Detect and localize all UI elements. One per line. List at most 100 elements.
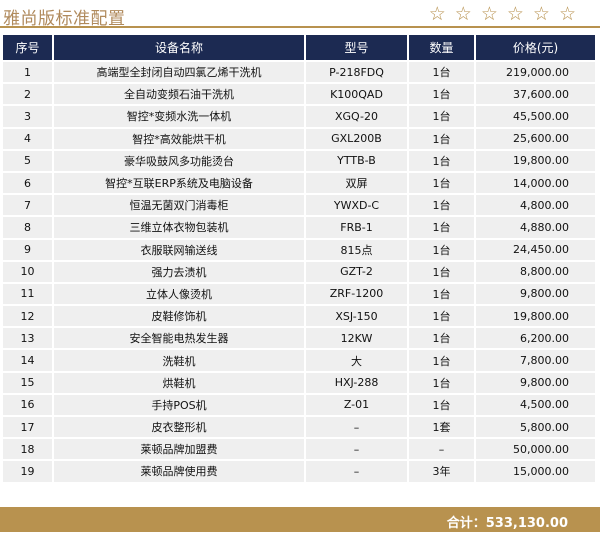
cell-name: 衣服联网输送线 bbox=[53, 238, 306, 262]
cell-name: 皮鞋修饰机 bbox=[53, 305, 306, 329]
cell-name: 强力去渍机 bbox=[53, 260, 306, 284]
table-row: 5 豪华吸鼓风多功能烫台 YTTB-B 1台 19,800.00 bbox=[3, 149, 595, 173]
cell-model: YTTB-B bbox=[305, 149, 409, 173]
cell-name: 皮衣整形机 bbox=[53, 416, 306, 440]
cell-price: 9,800.00 bbox=[475, 282, 595, 307]
cell-price: 14,000.00 bbox=[475, 171, 595, 196]
cell-name: 三维立体衣物包装机 bbox=[53, 216, 306, 240]
cell-price: 4,500.00 bbox=[475, 393, 595, 418]
header-model: 型号 bbox=[305, 35, 409, 62]
cell-name: 恒温无菌双门消毒柜 bbox=[53, 194, 306, 218]
cell-price: 50,000.00 bbox=[475, 438, 595, 462]
cell-name: 豪华吸鼓风多功能烫台 bbox=[53, 149, 306, 173]
cell-index: 14 bbox=[3, 349, 54, 373]
cell-model: 双屏 bbox=[305, 171, 409, 196]
cell-index: 4 bbox=[3, 127, 54, 151]
table-row: 9 衣服联网输送线 815点 1台 24,450.00 bbox=[3, 238, 595, 262]
cell-name: 莱顿品牌加盟费 bbox=[53, 438, 306, 462]
table-row: 10 强力去渍机 GZT-2 1台 8,800.00 bbox=[3, 260, 595, 284]
cell-model: YWXD-C bbox=[305, 194, 409, 218]
cell-model: FRB-1 bbox=[305, 216, 409, 240]
cell-price: 19,800.00 bbox=[475, 305, 595, 329]
cell-index: 12 bbox=[3, 305, 54, 329]
cell-model: 815点 bbox=[305, 238, 409, 262]
cell-model: – bbox=[305, 416, 409, 440]
table-body: 1 高端型全封闭自动四氯乙烯干洗机 P-218FDQ 1台 219,000.00 2 全自动… bbox=[3, 61, 595, 484]
cell-index: 8 bbox=[3, 216, 54, 240]
cell-price: 24,450.00 bbox=[475, 238, 595, 262]
cell-quantity: 1台 bbox=[408, 238, 476, 262]
cell-index: 2 bbox=[3, 83, 54, 107]
total-label: 合计： bbox=[446, 516, 486, 531]
rating-stars: ☆ ☆ ☆ ☆ ☆ ☆ bbox=[429, 5, 576, 24]
cell-name: 智控*变频水洗一体机 bbox=[53, 105, 306, 129]
table-row: 15 烘鞋机 HXJ-288 1台 9,800.00 bbox=[3, 371, 595, 395]
table-row: 1 高端型全封闭自动四氯乙烯干洗机 P-218FDQ 1台 219,000.00 bbox=[3, 61, 595, 85]
cell-name: 高端型全封闭自动四氯乙烯干洗机 bbox=[53, 61, 306, 85]
cell-price: 7,800.00 bbox=[475, 349, 595, 373]
cell-quantity: 1套 bbox=[408, 416, 476, 440]
cell-name: 全自动变频石油干洗机 bbox=[53, 83, 306, 107]
header-index: 序号 bbox=[3, 35, 54, 62]
cell-name: 智控*高效能烘干机 bbox=[53, 127, 306, 151]
page-title: 雅尚版标准配置 bbox=[3, 9, 126, 29]
table-row: 3 智控*变频水洗一体机 XGQ-20 1台 45,500.00 bbox=[3, 105, 595, 129]
star-icon: ☆ bbox=[480, 3, 498, 25]
table-row: 8 三维立体衣物包装机 FRB-1 1台 4,880.00 bbox=[3, 216, 595, 240]
cell-price: 5,800.00 bbox=[475, 416, 595, 440]
cell-quantity: 1台 bbox=[408, 83, 476, 107]
cell-model: – bbox=[305, 460, 409, 484]
cell-name: 安全智能电热发生器 bbox=[53, 327, 306, 351]
cell-model: 12KW bbox=[305, 327, 409, 351]
cell-price: 8,800.00 bbox=[475, 260, 595, 284]
table-row: 14 洗鞋机大 1台 7,800.00 bbox=[3, 349, 595, 373]
star-icon: ☆ bbox=[428, 3, 446, 25]
cell-quantity: 1台 bbox=[408, 327, 476, 351]
cell-quantity: 1台 bbox=[408, 371, 476, 395]
cell-price: 37,600.00 bbox=[475, 83, 595, 107]
equipment-table: 序号 设备名称 型号 数量 价格(元) 1 高端型全封闭自动四氯乙烯干洗机 P-21… bbox=[3, 35, 595, 484]
cell-name: 手持POS机 bbox=[53, 393, 306, 418]
cell-price: 4,880.00 bbox=[475, 216, 595, 240]
cell-quantity: 1台 bbox=[408, 171, 476, 196]
cell-price: 15,000.00 bbox=[475, 460, 595, 484]
cell-index: 19 bbox=[3, 460, 54, 484]
cell-index: 11 bbox=[3, 282, 54, 307]
cell-name: 莱顿品牌使用费 bbox=[53, 460, 306, 484]
cell-index: 7 bbox=[3, 194, 54, 218]
table-row: 18 莱顿品牌加盟费 – –50,000.00 bbox=[3, 438, 595, 462]
cell-model: 大 bbox=[305, 349, 409, 373]
cell-quantity: 1台 bbox=[408, 105, 476, 129]
header-quantity: 数量 bbox=[408, 35, 476, 62]
cell-model: Z-01 bbox=[305, 393, 409, 418]
cell-price: 45,500.00 bbox=[475, 105, 595, 129]
cell-price: 6,200.00 bbox=[475, 327, 595, 351]
cell-index: 15 bbox=[3, 371, 54, 395]
table-row: 11 立体人像烫机 ZRF-1200 1台 9,800.00 bbox=[3, 282, 595, 307]
cell-index: 6 bbox=[3, 171, 54, 196]
cell-quantity: 1台 bbox=[408, 349, 476, 373]
cell-index: 1 bbox=[3, 61, 54, 85]
table-row: 2 全自动变频石油干洗机 K100QAD 1台 37,600.00 bbox=[3, 83, 595, 107]
table-row: 12 皮鞋修饰机 XSJ-150 1台 19,800.00 bbox=[3, 305, 595, 329]
cell-quantity: 1台 bbox=[408, 127, 476, 151]
cell-name: 智控*互联ERP系统及电脑设备 bbox=[53, 171, 306, 196]
cell-model: GXL200B bbox=[305, 127, 409, 151]
cell-index: 16 bbox=[3, 393, 54, 418]
table-row: 4 智控*高效能烘干机 GXL200B 1台 25,600.00 bbox=[3, 127, 595, 151]
cell-model: – bbox=[305, 438, 409, 462]
cell-index: 18 bbox=[3, 438, 54, 462]
cell-quantity: 1台 bbox=[408, 61, 476, 85]
cell-quantity: – bbox=[408, 438, 476, 462]
cell-quantity: 1台 bbox=[408, 282, 476, 307]
cell-price: 219,000.00 bbox=[475, 61, 595, 85]
cell-index: 17 bbox=[3, 416, 54, 440]
table-row: 17 皮衣整形机 –1套 5,800.00 bbox=[3, 416, 595, 440]
cell-index: 9 bbox=[3, 238, 54, 262]
cell-price: 19,800.00 bbox=[475, 149, 595, 173]
cell-quantity: 1台 bbox=[408, 260, 476, 284]
star-icon: ☆ bbox=[558, 3, 576, 25]
cell-name: 立体人像烫机 bbox=[53, 282, 306, 307]
cell-price: 9,800.00 bbox=[475, 371, 595, 395]
cell-price: 4,800.00 bbox=[475, 194, 595, 218]
